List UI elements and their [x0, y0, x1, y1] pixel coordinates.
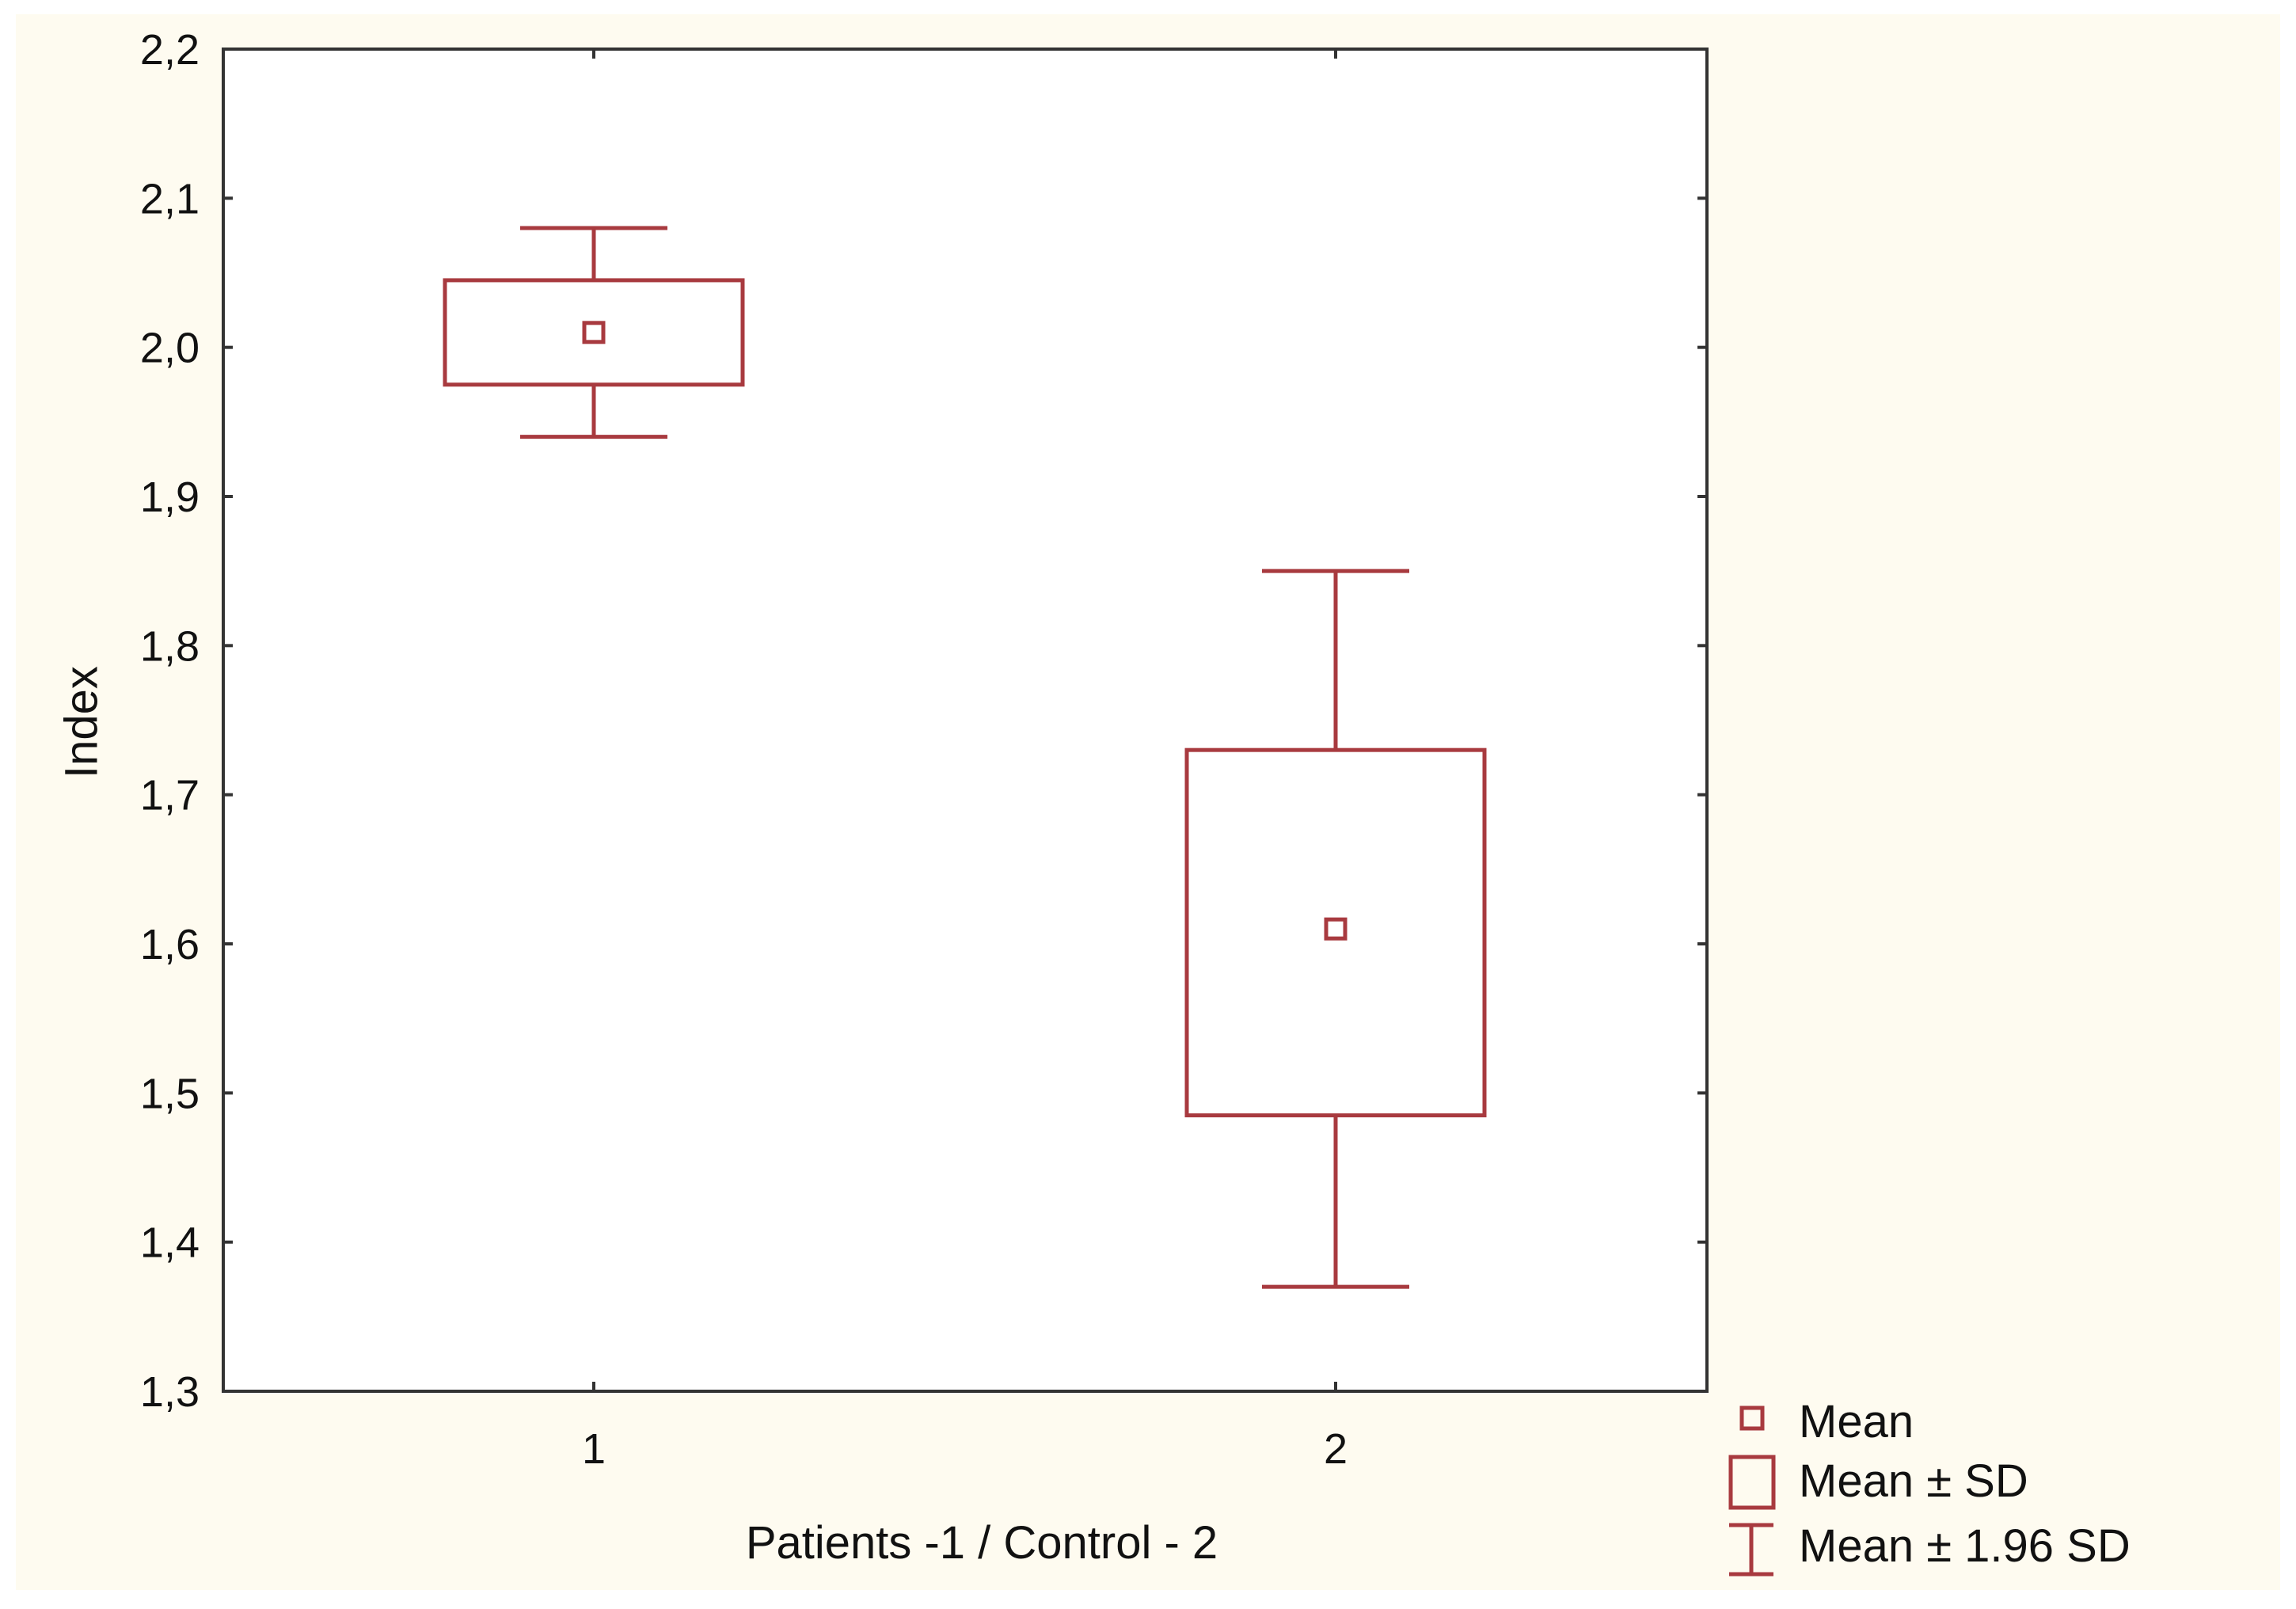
y-tick-label: 1,6 [140, 921, 200, 968]
sd-box [1184, 747, 1487, 1118]
y-tick-label: 2,0 [140, 325, 200, 372]
group-2 [1184, 569, 1487, 1289]
mean-marker [582, 321, 606, 344]
y-tick-label: 2,1 [140, 175, 200, 223]
y-tick-label: 2,2 [140, 26, 200, 74]
legend-item-mean: Mean [1799, 1396, 1914, 1447]
y-tick-label: 1,7 [140, 772, 200, 820]
x-axis-label: Patients -1 / Control - 2 [746, 1517, 1218, 1569]
legend-item-mean-sd: Mean ± SD [1799, 1455, 2028, 1507]
sd-box-icon [1728, 1455, 1776, 1510]
legend-item-mean-196sd: Mean ± 1.96 SD [1799, 1520, 2131, 1572]
y-tick-label: 1,5 [140, 1070, 200, 1117]
legend: Mean Mean ± SD Mean ± 1.96 SD [1728, 1396, 2131, 1577]
y-tick-label: 1,4 [140, 1219, 200, 1267]
group-1 [443, 226, 745, 439]
y-tick-label: 1,8 [140, 622, 200, 670]
plot-area [222, 48, 1709, 1393]
mean-marker [1324, 917, 1348, 941]
y-axis-label: Index [55, 666, 107, 778]
data-series [443, 226, 1487, 1289]
mean-marker-icon [1739, 1405, 1765, 1431]
axis-ticks: 1,3 1,4 1,5 1,6 1,7 1,8 1,9 2,0 2,1 2,2 1 2 [140, 26, 1707, 1473]
x-tick-label: 1 [582, 1425, 606, 1473]
sd-box [443, 278, 745, 387]
y-tick-label: 1,9 [140, 474, 200, 521]
x-tick-label: 2 [1324, 1425, 1348, 1473]
y-tick-label: 1,3 [140, 1368, 200, 1416]
whisker-icon [1729, 1523, 1773, 1577]
